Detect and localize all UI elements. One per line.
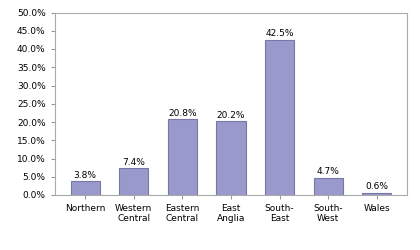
Bar [362,193,391,195]
Bar [71,181,100,195]
Text: 7.4%: 7.4% [122,158,145,166]
Text: 20.8%: 20.8% [168,108,197,118]
Text: 42.5%: 42.5% [265,30,294,38]
Bar [314,178,343,195]
Text: 0.6%: 0.6% [365,182,388,191]
Bar [216,121,246,195]
Bar [265,40,294,195]
Text: 20.2%: 20.2% [217,111,245,120]
Text: 4.7%: 4.7% [317,168,340,176]
Text: 3.8%: 3.8% [74,171,97,180]
Bar [168,119,197,195]
Bar [119,168,148,195]
